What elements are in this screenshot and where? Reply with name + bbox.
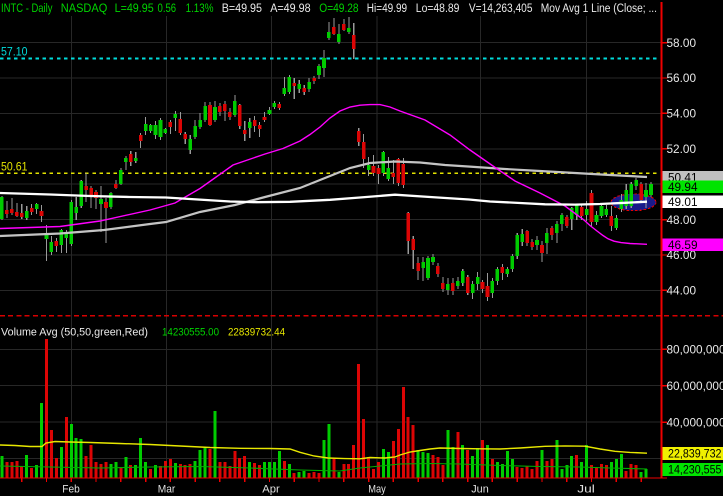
svg-text:B=49.95: B=49.95 xyxy=(222,1,262,15)
svg-text:Mov Avg 1 Line (Close; ...: Mov Avg 1 Line (Close; ... xyxy=(541,1,657,15)
svg-text:57.10: 57.10 xyxy=(1,46,28,59)
svg-text:0.56: 0.56 xyxy=(158,1,177,15)
svg-text:A=49.98: A=49.98 xyxy=(270,1,310,15)
svg-text:Jul: Jul xyxy=(577,484,595,496)
svg-text:52.00: 52.00 xyxy=(667,142,697,156)
svg-text:80,000,000: 80,000,000 xyxy=(667,343,723,357)
svg-text:56.00: 56.00 xyxy=(667,71,697,85)
svg-text:NASDAQ: NASDAQ xyxy=(61,1,108,15)
svg-text:14,230,555: 14,230,555 xyxy=(668,463,722,477)
svg-text:48.00: 48.00 xyxy=(667,213,697,227)
svg-text:L=49.95: L=49.95 xyxy=(115,1,154,15)
svg-text:60,000,000: 60,000,000 xyxy=(667,379,723,393)
svg-text:49.01: 49.01 xyxy=(668,195,698,209)
svg-text:22839732.44: 22839732.44 xyxy=(228,327,285,339)
svg-text:49.94: 49.94 xyxy=(668,180,698,194)
svg-text:Jun: Jun xyxy=(471,484,489,496)
svg-text:V=14,263,405: V=14,263,405 xyxy=(469,1,533,15)
svg-text:22,839,732: 22,839,732 xyxy=(668,447,722,461)
svg-text:58.00: 58.00 xyxy=(667,36,697,50)
svg-text:46.00: 46.00 xyxy=(667,248,697,262)
svg-text:May: May xyxy=(368,484,386,496)
svg-text:Mar: Mar xyxy=(158,484,176,496)
svg-text:Apr: Apr xyxy=(262,484,280,496)
svg-text:54.00: 54.00 xyxy=(667,107,697,121)
svg-text:44.00: 44.00 xyxy=(667,284,697,298)
svg-text:40,000,000: 40,000,000 xyxy=(667,415,723,429)
svg-text:50.61: 50.61 xyxy=(1,161,28,174)
svg-text:14230555.00: 14230555.00 xyxy=(162,327,219,339)
svg-text:Volume Avg (50,50,green,Red): Volume Avg (50,50,green,Red) xyxy=(1,327,148,339)
svg-text:O=49.28: O=49.28 xyxy=(319,1,358,15)
svg-text:Lo=48.89: Lo=48.89 xyxy=(416,1,460,15)
svg-text:1.13%: 1.13% xyxy=(186,1,214,15)
svg-text:46.59: 46.59 xyxy=(668,238,698,252)
svg-text:INTC - Daily: INTC - Daily xyxy=(1,1,53,15)
svg-text:Feb: Feb xyxy=(62,484,80,496)
svg-text:Hi=49.99: Hi=49.99 xyxy=(367,1,407,15)
